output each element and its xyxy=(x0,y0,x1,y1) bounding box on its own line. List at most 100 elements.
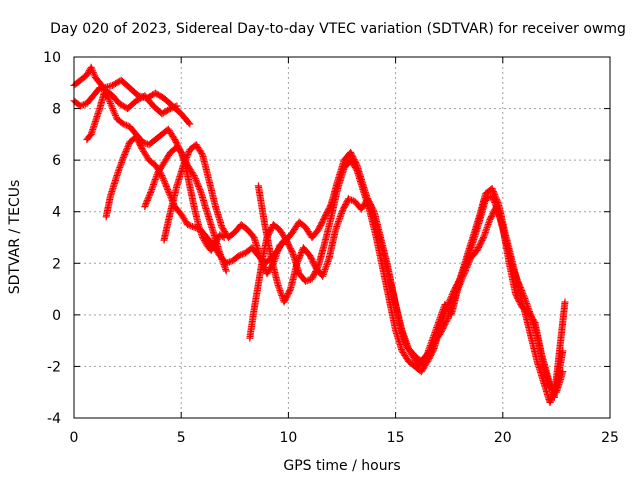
data-point-marker xyxy=(222,259,230,267)
data-point-marker xyxy=(344,195,352,203)
data-point-marker xyxy=(124,143,132,151)
data-point-marker xyxy=(489,186,497,194)
y-tick-label: -2 xyxy=(47,359,61,375)
data-point-marker xyxy=(186,120,194,128)
x-tick-label: 0 xyxy=(70,430,79,446)
x-tick-label: 20 xyxy=(494,430,512,446)
data-point-marker xyxy=(195,184,203,192)
data-point-marker xyxy=(209,243,217,251)
plot-border xyxy=(73,56,611,419)
grid-lines xyxy=(74,57,610,418)
data-point-marker xyxy=(463,262,471,270)
data-point-marker xyxy=(83,71,91,79)
data-point-marker xyxy=(90,70,98,78)
data-point-marker xyxy=(142,200,150,207)
data-point-marker xyxy=(185,119,193,127)
data-point-marker xyxy=(160,176,168,184)
data-point-marker xyxy=(303,277,311,285)
data-point-marker xyxy=(191,173,199,181)
data-point-marker xyxy=(109,106,117,114)
data-point-marker xyxy=(200,237,208,245)
data-point-marker xyxy=(89,67,97,75)
data-point-marker xyxy=(119,154,127,162)
data-point-marker xyxy=(123,146,130,154)
x-tick-label: 10 xyxy=(279,430,297,446)
x-tick-label: 5 xyxy=(177,430,186,446)
data-point-marker xyxy=(222,267,230,275)
y-tick-label: 10 xyxy=(43,50,61,66)
data-point-marker xyxy=(184,221,192,229)
data-point-marker xyxy=(210,242,218,250)
data-point-marker xyxy=(193,178,201,186)
data-point-marker xyxy=(286,287,294,294)
data-point-marker xyxy=(110,108,118,116)
data-point-marker xyxy=(184,151,192,158)
data-point-marker xyxy=(76,102,84,110)
data-point-marker xyxy=(182,155,190,163)
y-tick-label: 8 xyxy=(52,102,61,118)
y-tick-label: 2 xyxy=(52,256,61,272)
data-point-marker xyxy=(194,181,202,189)
data-point-marker xyxy=(123,144,131,152)
data-point-marker xyxy=(189,170,197,178)
data-point-marker xyxy=(181,158,189,166)
data-point-marker xyxy=(462,265,470,273)
data-point-marker xyxy=(212,239,219,247)
data-point-marker xyxy=(456,279,464,287)
data-point-marker xyxy=(490,189,498,197)
data-point-marker xyxy=(200,235,207,243)
y-tick-label: -4 xyxy=(47,411,61,427)
data-point-marker xyxy=(165,105,173,113)
data-point-marker xyxy=(161,179,169,187)
data-point-marker xyxy=(106,99,114,107)
data-point-marker xyxy=(164,187,172,195)
data-point-marker xyxy=(212,237,220,245)
data-point-marker xyxy=(109,105,117,113)
data-point-marker xyxy=(198,150,206,157)
chart-title: Day 020 of 2023, Sidereal Day-to-day VTE… xyxy=(50,21,626,37)
data-point-marker xyxy=(294,258,302,266)
data-point-marker xyxy=(288,248,296,255)
data-point-marker xyxy=(479,235,487,243)
data-point-marker xyxy=(115,165,123,173)
data-point-marker xyxy=(121,121,129,129)
data-point-marker xyxy=(207,246,215,254)
y-tick-label: 0 xyxy=(52,308,61,324)
y-axis-label: SDTVAR / TECUs xyxy=(7,180,23,295)
x-tick-label: 15 xyxy=(387,430,405,446)
data-point-marker xyxy=(296,253,303,261)
data-point-marker xyxy=(454,284,462,291)
data-point-marker xyxy=(460,270,468,278)
data-point-marker xyxy=(119,155,127,163)
data-point-marker xyxy=(123,121,130,129)
data-points xyxy=(70,63,569,406)
data-point-marker xyxy=(119,120,127,128)
data-point-marker xyxy=(369,206,377,214)
data-point-marker xyxy=(163,184,171,192)
data-point-marker xyxy=(143,196,151,204)
data-point-marker xyxy=(145,193,153,201)
data-point-marker xyxy=(179,161,187,169)
data-point-marker xyxy=(104,94,112,102)
data-point-marker xyxy=(159,173,166,181)
data-point-marker xyxy=(208,245,216,253)
data-point-marker xyxy=(189,223,196,230)
x-tick-label: 25 xyxy=(601,430,619,446)
data-point-marker xyxy=(167,105,174,113)
data-point-marker xyxy=(492,194,500,202)
data-point-marker xyxy=(459,273,467,281)
data-point-marker xyxy=(170,103,178,111)
data-point-marker xyxy=(493,197,501,205)
data-point-marker xyxy=(561,298,569,306)
data-point-marker xyxy=(442,317,450,325)
data-point-marker xyxy=(458,276,466,284)
data-point-marker xyxy=(121,149,129,157)
data-point-marker xyxy=(108,103,116,111)
data-point-marker xyxy=(547,397,555,405)
data-point-marker xyxy=(96,84,104,92)
y-tick-label: 4 xyxy=(52,205,61,221)
data-point-marker xyxy=(352,160,360,168)
data-point-marker xyxy=(105,96,113,104)
data-point-marker xyxy=(147,189,154,197)
x-axis-label: GPS time / hours xyxy=(283,458,400,474)
